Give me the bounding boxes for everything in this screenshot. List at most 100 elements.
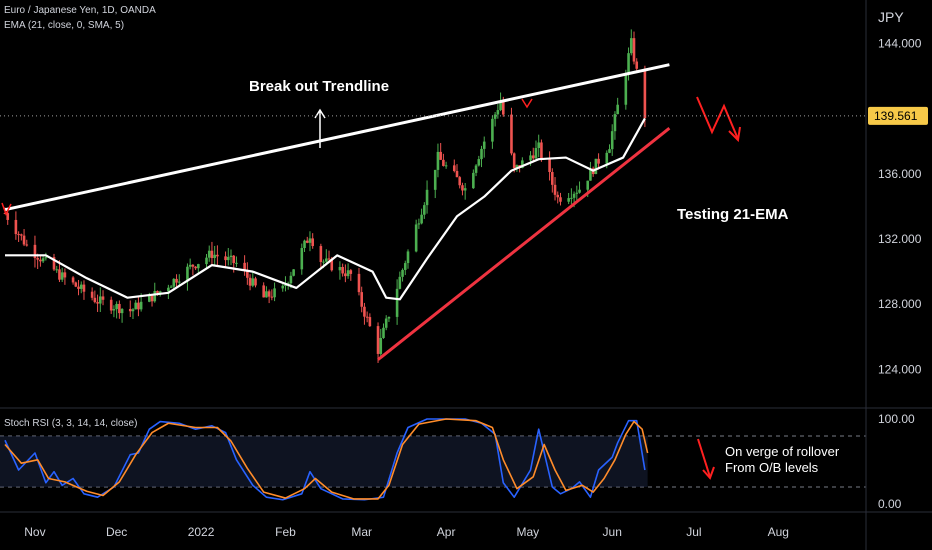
candle-body <box>243 262 246 271</box>
candle-body <box>251 278 255 286</box>
candle-body <box>363 306 366 317</box>
projection-arrow <box>696 96 739 140</box>
candle-body <box>344 273 347 277</box>
price-tick-label: 144.000 <box>878 36 922 50</box>
ema-legend: EMA (21, close, 0, SMA, 5) <box>4 20 125 31</box>
time-tick-label: May <box>516 525 539 539</box>
candle-body <box>551 172 554 185</box>
candle-body <box>472 172 475 189</box>
candle-body <box>210 250 214 259</box>
candle-body <box>191 264 195 267</box>
candle-body <box>41 258 45 262</box>
candle-body <box>148 294 151 302</box>
rollover-annotation-line2: From O/B levels <box>725 460 819 475</box>
candle-body <box>420 214 423 224</box>
candle-body <box>6 213 10 220</box>
candle-body <box>491 118 494 142</box>
candle-body <box>79 284 83 289</box>
candle-body <box>482 141 486 149</box>
candle-body <box>158 291 162 294</box>
candle-body <box>341 267 344 274</box>
candle-body <box>177 281 181 283</box>
candle-body <box>382 327 385 338</box>
candle-body <box>425 189 429 206</box>
candle-body <box>153 290 157 302</box>
currency-label: JPY <box>878 9 904 25</box>
candle-body <box>270 296 274 298</box>
candle-body <box>281 285 285 289</box>
time-tick-label: Dec <box>106 525 127 539</box>
candle-body <box>213 254 216 259</box>
candle-body <box>458 177 462 186</box>
candle-body <box>74 282 78 287</box>
time-tick-label: Feb <box>275 525 296 539</box>
candle-body <box>308 238 312 243</box>
candle-body <box>572 193 576 198</box>
candle-body <box>137 302 140 310</box>
breakout-annotation: Break out Trendline <box>249 78 390 95</box>
candle-body <box>461 185 464 191</box>
candle-body <box>3 212 7 214</box>
candle-body <box>254 278 257 286</box>
testing-ema-annotation: Testing 21-EMA <box>677 206 789 223</box>
candle-body <box>510 114 513 154</box>
rollover-arrow <box>697 438 711 478</box>
candle-body <box>235 262 238 264</box>
candle-body <box>417 223 421 225</box>
candle-body <box>629 38 633 54</box>
time-tick-label: Jul <box>686 525 701 539</box>
candle-body <box>205 257 208 265</box>
candle-body <box>17 234 20 236</box>
candle-body <box>570 197 573 199</box>
candle-body <box>93 297 97 303</box>
candle-body <box>273 288 276 298</box>
candle-body <box>55 269 59 271</box>
candle-body <box>90 291 94 298</box>
candle-body <box>597 158 600 164</box>
candle-body <box>265 291 268 298</box>
candle-body <box>292 269 295 276</box>
ema-21-line <box>5 117 646 301</box>
candle-body <box>463 188 467 191</box>
candle-body <box>529 155 532 161</box>
candle-body <box>216 254 219 257</box>
candle-body <box>232 255 236 264</box>
candle-body <box>134 302 138 310</box>
candle-body <box>262 285 265 298</box>
candle-body <box>521 160 524 168</box>
candle-body <box>197 264 200 269</box>
candle-body <box>33 244 37 259</box>
candle-body <box>150 294 154 302</box>
candle-body <box>194 266 197 269</box>
price-tick-label: 132.000 <box>878 232 922 246</box>
candle-body <box>401 269 404 277</box>
candle-body <box>444 165 448 167</box>
candle-body <box>512 153 516 168</box>
candle-body <box>540 142 543 159</box>
candle-body <box>376 326 380 354</box>
candle-body <box>534 148 538 159</box>
candle-body <box>175 278 178 283</box>
candle-body <box>559 197 562 202</box>
last-price-badge <box>868 106 928 125</box>
candle-body <box>267 291 271 297</box>
candle-body <box>156 290 159 294</box>
candle-body <box>248 277 252 286</box>
candle-body <box>613 114 617 132</box>
candle-body <box>632 38 636 62</box>
candle-body <box>589 168 592 181</box>
candle-body <box>360 292 364 307</box>
candle-body <box>224 256 227 261</box>
candle-body <box>112 309 116 311</box>
candle-body <box>605 152 609 164</box>
stoch-band-fill <box>0 436 648 487</box>
candle-body <box>305 240 309 243</box>
candle-body <box>515 165 519 168</box>
candle-body <box>616 104 619 115</box>
candle-body <box>433 169 437 190</box>
candle-body <box>387 316 391 319</box>
candle-body <box>25 244 29 246</box>
candle-body <box>493 114 497 119</box>
candle-body <box>384 318 388 328</box>
